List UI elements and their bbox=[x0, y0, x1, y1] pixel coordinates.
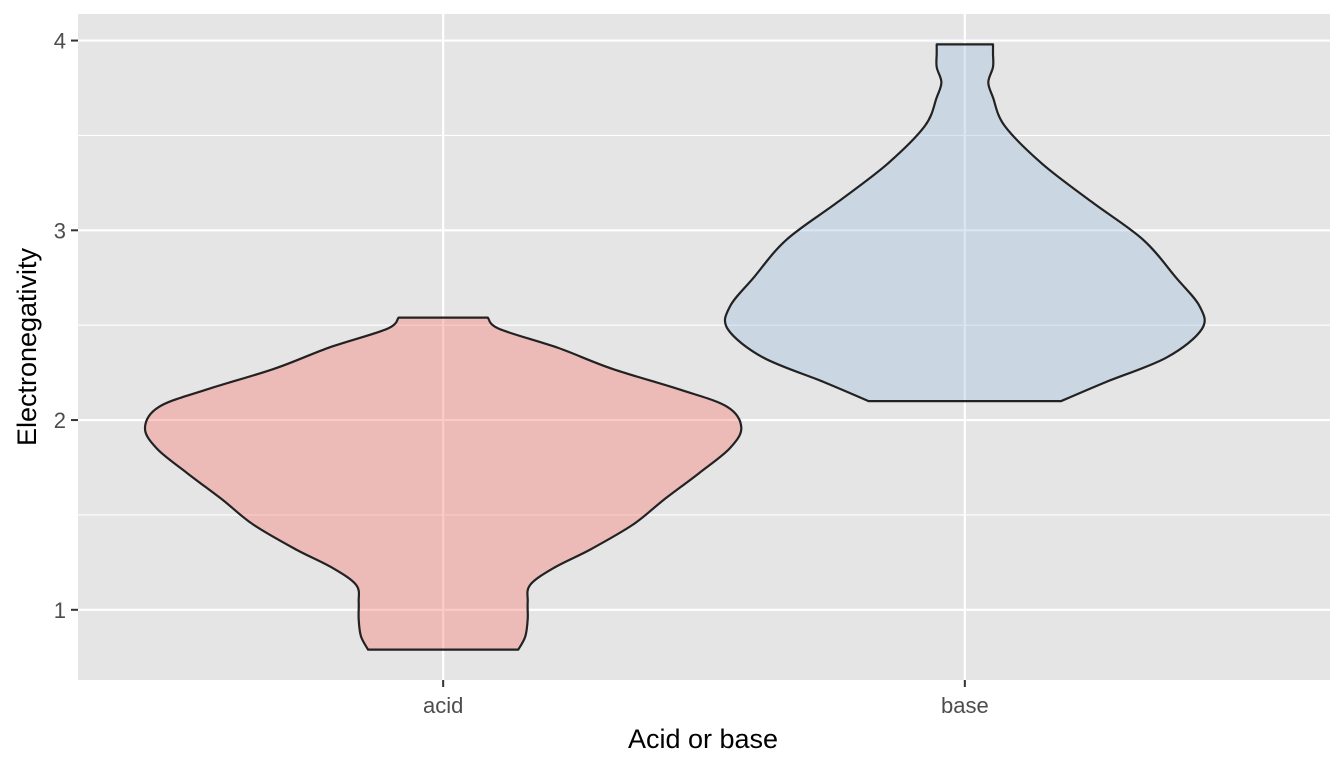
violins bbox=[143, 43, 1206, 651]
minor-gridlines bbox=[78, 134, 1330, 516]
y-tick-label: 1 bbox=[54, 598, 66, 623]
violin-base bbox=[723, 43, 1206, 403]
y-tick-label: 4 bbox=[54, 29, 66, 54]
x-axis: acid base bbox=[423, 680, 989, 718]
x-tick-label: base bbox=[941, 693, 989, 718]
x-axis-title: Acid or base bbox=[628, 724, 778, 754]
violin-acid bbox=[143, 316, 743, 651]
major-gridlines bbox=[78, 14, 1330, 680]
y-tick-label: 2 bbox=[54, 408, 66, 433]
x-tick-label: acid bbox=[423, 693, 463, 718]
y-axis: 1 2 3 4 bbox=[54, 29, 78, 623]
y-tick-label: 3 bbox=[54, 218, 66, 243]
plot-panel bbox=[78, 14, 1330, 680]
y-axis-title: Electronegativity bbox=[12, 247, 42, 446]
